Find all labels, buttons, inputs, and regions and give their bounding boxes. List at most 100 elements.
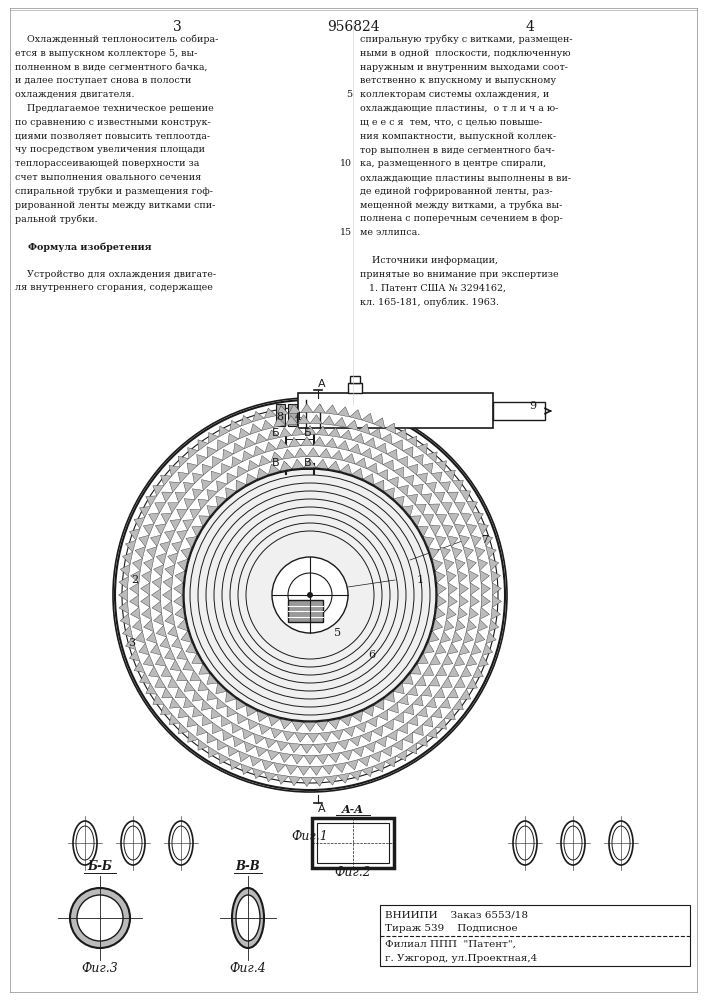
Polygon shape [279,753,291,763]
Polygon shape [325,775,338,785]
Ellipse shape [121,821,145,865]
Polygon shape [178,472,189,483]
Polygon shape [366,716,378,727]
Polygon shape [482,644,493,655]
Polygon shape [431,472,442,483]
Polygon shape [233,443,245,454]
Polygon shape [183,660,194,670]
Polygon shape [175,607,185,619]
Polygon shape [340,464,351,475]
Polygon shape [165,613,175,625]
Text: В: В [304,458,312,468]
Polygon shape [286,416,298,425]
Polygon shape [457,607,467,619]
Polygon shape [407,464,418,475]
Polygon shape [274,417,286,427]
Polygon shape [119,601,129,613]
Polygon shape [349,444,361,454]
Polygon shape [264,408,276,418]
Polygon shape [407,494,418,505]
Text: и далее поступает снова в полости: и далее поступает снова в полости [15,76,192,85]
Polygon shape [152,601,162,613]
Polygon shape [398,694,409,705]
Text: полненном в виде сегментного бачка,: полненном в виде сегментного бачка, [15,63,207,72]
Polygon shape [201,700,212,710]
Polygon shape [415,504,426,515]
Polygon shape [329,427,341,437]
Ellipse shape [70,888,130,948]
Ellipse shape [77,895,123,941]
Polygon shape [426,727,437,738]
Bar [493,402,545,420]
Polygon shape [216,481,227,492]
Polygon shape [448,688,458,698]
Polygon shape [170,519,181,530]
Polygon shape [350,770,362,780]
Polygon shape [221,716,232,727]
Polygon shape [434,687,445,698]
Polygon shape [338,407,350,417]
Polygon shape [364,741,375,752]
Polygon shape [291,426,304,436]
Text: Предлагаемое техническое решение: Предлагаемое техническое решение [15,104,214,113]
Polygon shape [492,583,501,595]
Polygon shape [351,468,363,479]
Polygon shape [448,595,457,607]
Text: 1: 1 [416,575,423,585]
Polygon shape [346,420,358,430]
Polygon shape [378,710,388,721]
Ellipse shape [183,468,437,722]
Ellipse shape [513,821,537,865]
Polygon shape [192,473,203,484]
Polygon shape [155,677,165,688]
Polygon shape [211,471,221,482]
Polygon shape [470,583,479,595]
Polygon shape [170,660,181,671]
Polygon shape [256,433,267,444]
Polygon shape [218,426,230,437]
Text: мещенной между витками, а трубка вы-: мещенной между витками, а трубка вы- [360,201,562,210]
Polygon shape [362,766,373,777]
Polygon shape [410,664,421,674]
Polygon shape [177,559,187,571]
Text: ральной трубки.: ральной трубки. [15,214,98,224]
Polygon shape [152,577,162,589]
Polygon shape [471,535,481,547]
Text: Формула изобретения: Формула изобретения [15,242,151,251]
Text: 7: 7 [481,535,489,545]
Polygon shape [355,458,366,469]
Polygon shape [426,697,436,708]
Polygon shape [402,506,413,516]
Polygon shape [353,433,364,444]
Polygon shape [172,541,182,553]
Polygon shape [148,513,160,524]
Polygon shape [139,506,151,517]
Polygon shape [417,473,428,484]
Ellipse shape [236,895,260,941]
Polygon shape [129,595,139,607]
Text: 2: 2 [132,575,139,585]
Polygon shape [478,655,489,667]
Text: циями позволяет повысить теплоотда-: циями позволяет повысить теплоотда- [15,132,210,141]
Polygon shape [295,733,307,742]
Ellipse shape [113,398,507,792]
Polygon shape [227,473,238,484]
Polygon shape [183,482,194,493]
Polygon shape [165,530,175,541]
Text: 956824: 956824 [327,20,380,34]
Polygon shape [362,413,373,424]
Polygon shape [250,424,262,434]
Polygon shape [186,642,197,653]
Polygon shape [135,547,146,559]
Polygon shape [160,475,172,486]
Polygon shape [452,699,463,710]
Polygon shape [280,461,292,471]
Polygon shape [482,535,493,546]
Polygon shape [353,746,364,757]
Text: Фиг.1: Фиг.1 [291,830,328,843]
Polygon shape [325,405,338,415]
Polygon shape [267,430,279,440]
Polygon shape [232,722,243,733]
Polygon shape [459,535,469,547]
Polygon shape [463,547,474,558]
